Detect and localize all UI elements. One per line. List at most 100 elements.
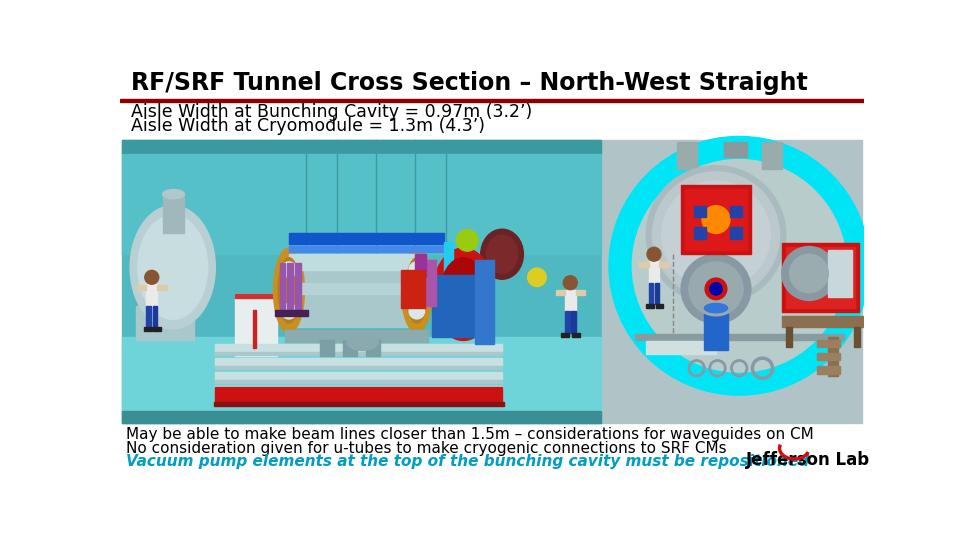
Bar bbox=[564, 311, 569, 333]
Ellipse shape bbox=[162, 190, 184, 199]
Bar bbox=[762, 142, 781, 168]
Circle shape bbox=[633, 159, 846, 372]
Ellipse shape bbox=[487, 235, 517, 273]
Circle shape bbox=[145, 271, 158, 284]
Bar bbox=[828, 251, 852, 296]
Bar bbox=[289, 283, 417, 294]
Bar bbox=[215, 358, 502, 366]
Bar bbox=[639, 262, 649, 267]
Bar bbox=[564, 289, 576, 311]
Bar bbox=[724, 142, 747, 157]
Circle shape bbox=[706, 278, 727, 300]
Bar bbox=[828, 338, 838, 376]
Bar bbox=[215, 380, 502, 383]
Bar bbox=[367, 340, 380, 356]
Circle shape bbox=[781, 247, 836, 300]
Bar bbox=[136, 306, 194, 340]
Bar bbox=[154, 327, 161, 331]
Bar bbox=[649, 283, 653, 304]
Bar bbox=[122, 140, 601, 423]
Bar bbox=[646, 341, 716, 354]
Bar bbox=[289, 254, 417, 327]
Circle shape bbox=[281, 262, 297, 278]
Circle shape bbox=[456, 230, 478, 251]
Bar bbox=[817, 340, 840, 347]
Bar bbox=[122, 336, 601, 423]
Circle shape bbox=[689, 262, 743, 316]
Bar bbox=[649, 261, 660, 283]
Text: Vacuum pump elements at the top of the bunching cavity must be repositioned: Vacuum pump elements at the top of the b… bbox=[126, 455, 809, 469]
Circle shape bbox=[609, 137, 870, 395]
Text: RF/SRF Tunnel Cross Section – North-West Straight: RF/SRF Tunnel Cross Section – North-West… bbox=[131, 71, 807, 95]
Bar bbox=[252, 309, 256, 348]
Circle shape bbox=[646, 166, 785, 304]
Bar bbox=[730, 227, 741, 239]
Ellipse shape bbox=[348, 334, 378, 350]
Ellipse shape bbox=[432, 248, 494, 340]
Ellipse shape bbox=[705, 303, 728, 313]
Text: May be able to make beam lines closer than 1.5m – considerations for waveguides : May be able to make beam lines closer th… bbox=[126, 427, 814, 442]
Text: Aisle Width at Cryomodule = 1.3m (4.3’): Aisle Width at Cryomodule = 1.3m (4.3’) bbox=[131, 117, 485, 135]
Bar bbox=[401, 269, 424, 308]
Circle shape bbox=[709, 283, 722, 295]
Bar bbox=[215, 386, 502, 394]
Text: No consideration given for u-tubes to make cryogenic connections to SRF CMs: No consideration given for u-tubes to ma… bbox=[126, 441, 727, 456]
Circle shape bbox=[661, 181, 770, 289]
Ellipse shape bbox=[130, 206, 215, 329]
Bar bbox=[677, 142, 697, 168]
Ellipse shape bbox=[401, 248, 432, 333]
Ellipse shape bbox=[138, 215, 207, 319]
Bar bbox=[289, 233, 444, 244]
Bar bbox=[287, 264, 293, 309]
Bar bbox=[785, 327, 792, 347]
Bar bbox=[215, 394, 502, 397]
Bar bbox=[162, 194, 184, 233]
Bar bbox=[320, 340, 334, 356]
Ellipse shape bbox=[278, 258, 300, 323]
Bar bbox=[275, 309, 307, 316]
Bar bbox=[344, 340, 357, 356]
Bar bbox=[694, 227, 706, 239]
Bar bbox=[571, 311, 576, 333]
Bar bbox=[817, 353, 840, 361]
Bar bbox=[656, 304, 663, 308]
Bar bbox=[157, 285, 166, 289]
Bar bbox=[289, 254, 417, 269]
Bar bbox=[215, 352, 502, 355]
Bar bbox=[681, 185, 751, 254]
Circle shape bbox=[702, 206, 730, 233]
Bar bbox=[215, 366, 502, 369]
Circle shape bbox=[681, 254, 751, 323]
Bar bbox=[415, 254, 426, 278]
Bar bbox=[785, 247, 855, 308]
Bar bbox=[655, 283, 660, 304]
Bar bbox=[215, 387, 502, 403]
Bar bbox=[153, 306, 157, 327]
Ellipse shape bbox=[274, 248, 304, 333]
Text: Jefferson Lab: Jefferson Lab bbox=[746, 451, 871, 469]
Bar bbox=[214, 402, 504, 406]
Bar bbox=[576, 291, 585, 295]
Text: Aisle Width at Bunching Cavity = 0.97m (3.2’): Aisle Width at Bunching Cavity = 0.97m (… bbox=[131, 103, 532, 122]
Circle shape bbox=[789, 254, 828, 293]
Circle shape bbox=[281, 303, 297, 319]
Circle shape bbox=[647, 247, 660, 261]
Bar bbox=[781, 316, 863, 327]
Bar bbox=[120, 99, 864, 102]
Bar bbox=[295, 264, 300, 309]
Bar bbox=[146, 306, 151, 327]
Bar bbox=[854, 327, 860, 347]
Bar bbox=[137, 285, 146, 289]
Circle shape bbox=[653, 172, 780, 298]
Circle shape bbox=[409, 303, 424, 319]
Circle shape bbox=[528, 268, 546, 287]
Bar bbox=[215, 345, 502, 352]
Bar bbox=[146, 284, 157, 306]
Bar bbox=[144, 327, 152, 331]
Bar bbox=[705, 308, 728, 350]
Bar bbox=[817, 366, 840, 374]
Bar bbox=[685, 189, 747, 251]
Bar bbox=[279, 264, 285, 309]
Ellipse shape bbox=[481, 229, 523, 279]
Bar bbox=[561, 333, 568, 336]
